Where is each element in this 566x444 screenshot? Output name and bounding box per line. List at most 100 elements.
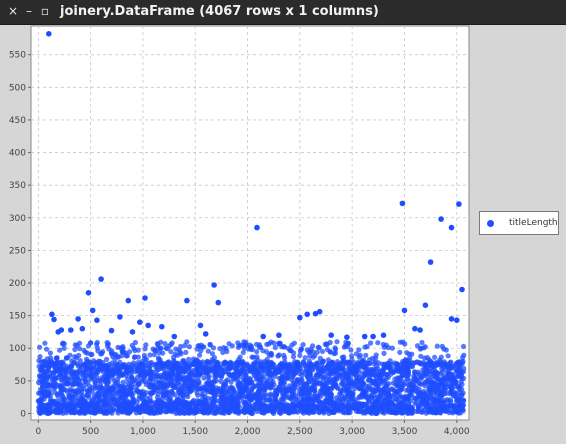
data-point <box>96 362 102 368</box>
data-point <box>42 340 48 346</box>
data-point <box>155 385 161 391</box>
data-point <box>69 358 75 364</box>
data-point <box>44 346 50 352</box>
data-point <box>186 368 192 374</box>
data-point <box>211 365 217 371</box>
data-point <box>372 378 378 384</box>
data-point <box>417 380 423 387</box>
data-point <box>41 396 47 402</box>
data-point <box>101 396 107 403</box>
data-point <box>184 339 190 345</box>
maximize-icon[interactable]: ▫ <box>40 4 50 18</box>
data-point <box>225 389 231 395</box>
data-point <box>172 384 178 390</box>
data-point <box>86 388 92 394</box>
data-point <box>409 351 415 357</box>
data-point <box>387 404 393 410</box>
data-point <box>158 346 164 352</box>
data-point <box>82 398 88 404</box>
data-point <box>142 378 148 384</box>
data-point <box>269 352 275 358</box>
data-point <box>129 384 135 391</box>
data-point <box>123 353 129 359</box>
window-titlebar: × – ▫ joinery.DataFrame (4067 rows x 1 c… <box>0 0 566 25</box>
legend-swatch <box>487 220 494 227</box>
data-point <box>80 386 87 392</box>
data-point <box>306 379 312 385</box>
data-point <box>146 360 152 366</box>
data-point <box>108 350 115 356</box>
data-point <box>162 341 168 347</box>
data-point <box>458 392 465 398</box>
close-icon[interactable]: × <box>7 4 19 18</box>
data-point <box>66 394 72 400</box>
data-point <box>341 362 347 368</box>
data-point <box>249 354 255 360</box>
data-point <box>326 396 332 402</box>
data-point <box>246 380 253 386</box>
data-point <box>412 369 418 375</box>
data-point <box>384 372 390 378</box>
data-point <box>147 352 153 358</box>
data-point <box>388 368 394 374</box>
y-tick-label: 250 <box>9 246 26 256</box>
data-point <box>148 382 155 388</box>
data-point <box>392 376 398 382</box>
data-point <box>172 405 178 411</box>
data-point <box>94 391 100 397</box>
data-point <box>169 377 175 383</box>
data-point <box>459 286 465 293</box>
data-point <box>136 407 142 413</box>
data-point <box>47 350 54 356</box>
data-point <box>336 361 342 367</box>
data-point <box>90 365 97 371</box>
data-point <box>330 382 336 388</box>
data-point <box>175 360 181 366</box>
data-point <box>46 390 52 396</box>
data-point <box>203 360 209 366</box>
data-point <box>257 381 263 387</box>
data-point <box>439 380 445 386</box>
data-point <box>294 363 300 369</box>
data-point <box>206 373 212 379</box>
window-title: joinery.DataFrame (4067 rows x 1 columns… <box>60 4 379 19</box>
data-point <box>62 396 68 402</box>
data-point <box>113 366 119 372</box>
data-point <box>395 409 401 415</box>
data-point <box>291 404 297 410</box>
data-point <box>162 368 168 374</box>
data-point <box>455 373 461 379</box>
data-point <box>241 339 247 345</box>
data-point <box>90 408 96 414</box>
data-point <box>177 409 183 415</box>
minimize-icon[interactable]: – <box>26 4 32 18</box>
data-point <box>125 370 131 376</box>
data-point <box>310 365 316 371</box>
data-point <box>312 380 318 386</box>
data-point <box>460 343 467 350</box>
data-point <box>299 408 305 414</box>
data-point <box>46 31 52 37</box>
data-point <box>396 402 403 408</box>
data-point <box>297 314 303 321</box>
data-point <box>298 393 304 399</box>
data-point <box>397 349 403 355</box>
data-point <box>438 398 444 404</box>
data-point <box>68 362 74 368</box>
data-point <box>45 401 51 408</box>
data-point <box>458 379 464 385</box>
data-point <box>354 376 360 383</box>
data-point <box>251 361 257 367</box>
data-point <box>359 370 366 376</box>
data-point <box>333 395 340 401</box>
data-point <box>312 310 319 317</box>
data-point <box>361 333 368 340</box>
data-point <box>39 365 45 371</box>
data-point <box>166 359 172 365</box>
data-point <box>381 361 387 367</box>
data-point <box>40 402 46 408</box>
data-point <box>307 353 313 359</box>
data-point <box>125 387 131 393</box>
x-tick-label: 2,500 <box>287 427 313 437</box>
data-point <box>227 372 233 378</box>
